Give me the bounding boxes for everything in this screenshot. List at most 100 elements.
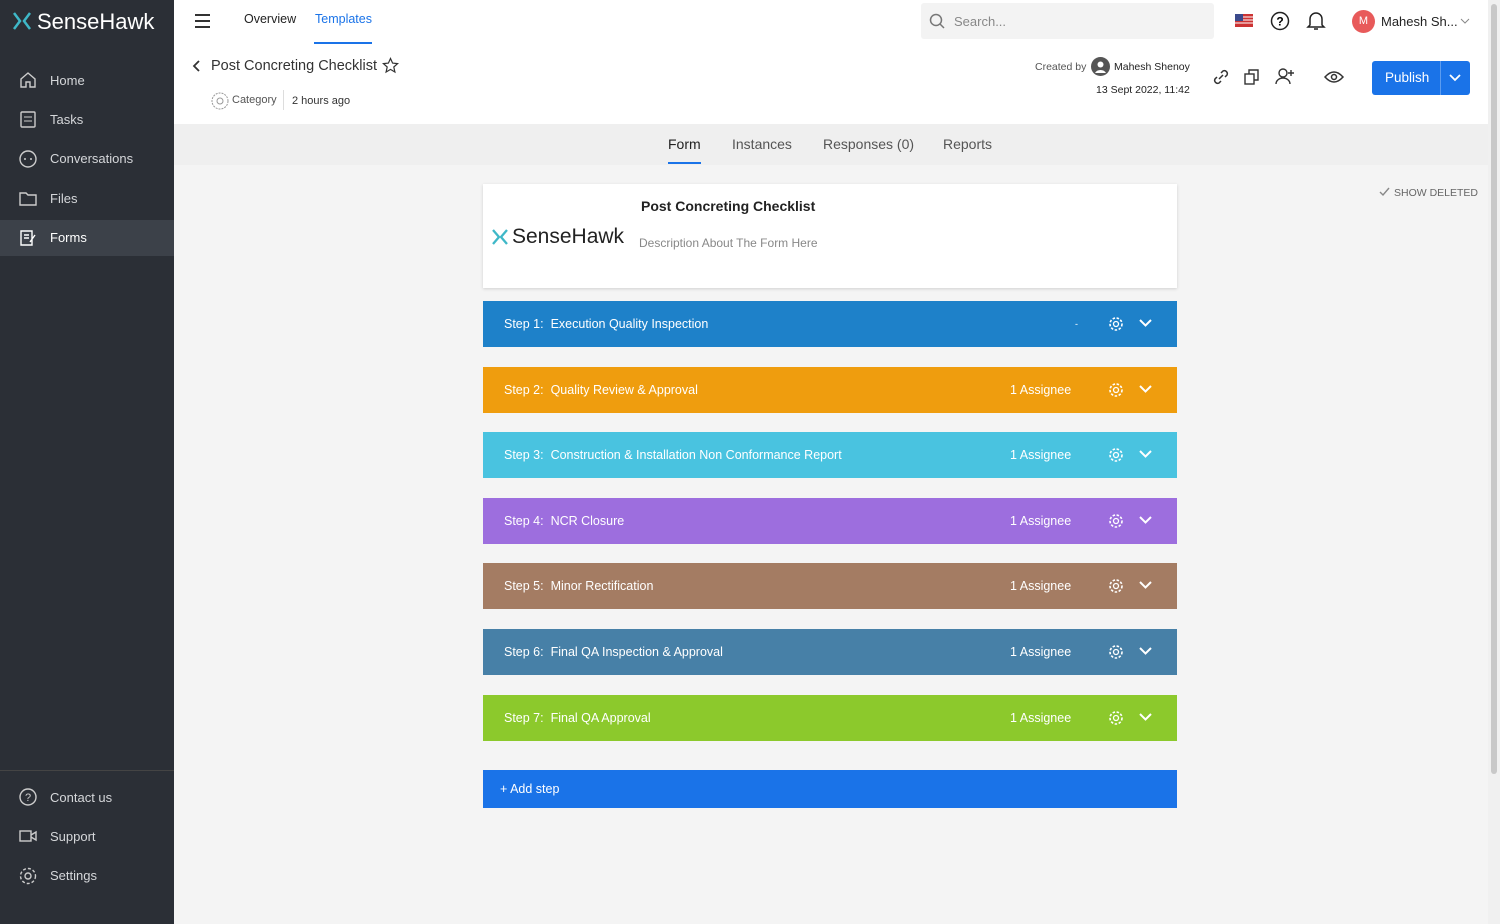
updated-time: 2 hours ago: [292, 95, 351, 107]
step-label: Step 1:: [504, 317, 544, 331]
nav-label: Forms: [50, 230, 87, 246]
step-expand-icon[interactable]: [1139, 647, 1152, 656]
step-name: Construction & Installation Non Conforma…: [550, 448, 842, 463]
tab-indicator: [314, 42, 372, 44]
nav-item[interactable]: Support: [0, 818, 174, 854]
step-assignee[interactable]: 1 Assignee: [1010, 579, 1072, 594]
nav-item[interactable]: Settings: [0, 858, 174, 894]
search-placeholder: Search...: [954, 14, 1007, 29]
step-settings-icon[interactable]: [1108, 578, 1124, 594]
form-tab[interactable]: Reports: [943, 136, 993, 152]
add-step-button[interactable]: + Add step: [483, 770, 1177, 808]
template-title: Post Concreting Checklist: [211, 58, 378, 74]
nav-label: Home: [50, 72, 85, 88]
back-icon[interactable]: [192, 59, 202, 73]
step-row[interactable]: Step 7: Final QA Approval 1 Assignee: [483, 694, 1177, 741]
form-title: Post Concreting Checklist: [641, 198, 816, 214]
form-tab[interactable]: Responses (0): [823, 136, 915, 152]
step-row[interactable]: Step 6: Final QA Inspection & Approval 1…: [483, 629, 1177, 675]
step-name: Final QA Inspection & Approval: [550, 645, 723, 659]
step-row[interactable]: Step 3: Construction & Installation Non …: [483, 432, 1177, 479]
step-title: Step 4: NCR Closure: [504, 514, 624, 528]
top-tab[interactable]: Overview: [244, 12, 297, 26]
step-assignee[interactable]: 1 Assignee: [1010, 710, 1072, 725]
step-label: Step 4:: [504, 513, 544, 528]
step-row[interactable]: Step 5: Minor Rectification 1 Assignee: [483, 563, 1177, 610]
step-label: Step 2:: [504, 382, 544, 397]
logo-icon: [13, 12, 31, 30]
svg-text:?: ?: [25, 792, 31, 804]
flag-icon[interactable]: [1235, 14, 1253, 27]
step-label: Step 7:: [504, 710, 544, 725]
form-card: SenseHawk Post Concreting Checklist Desc…: [483, 184, 1177, 288]
share-icon[interactable]: [1275, 67, 1295, 85]
nav-label: Tasks: [50, 111, 84, 127]
step-assignee[interactable]: 1 Assignee: [1010, 382, 1072, 397]
step-name: NCR Closure: [550, 513, 625, 528]
step-title: Step 5: Minor Rectification: [504, 579, 653, 593]
step-label: Step 3:: [504, 448, 544, 463]
search-box[interactable]: Search...: [921, 3, 1214, 39]
top-tab[interactable]: Templates: [315, 12, 372, 26]
step-settings-icon[interactable]: [1108, 447, 1124, 463]
tab-indicator: [668, 162, 701, 164]
step-settings-icon[interactable]: [1108, 710, 1124, 726]
form-description: Description About The Form Here: [639, 236, 818, 250]
step-settings-icon[interactable]: [1108, 513, 1124, 529]
publish-button[interactable]: Publish: [1372, 61, 1470, 95]
form-tab[interactable]: Instances: [732, 136, 792, 152]
step-name: Quality Review & Approval: [550, 382, 698, 397]
created-by: Mahesh Shenoy: [1114, 61, 1190, 73]
step-expand-icon[interactable]: [1139, 712, 1152, 722]
copy-icon[interactable]: [1244, 69, 1260, 85]
nav-item[interactable]: ? Contact us: [0, 779, 174, 815]
nav-label: Support: [50, 828, 96, 844]
step-assignee[interactable]: 1 Assignee: [1010, 448, 1072, 463]
category[interactable]: Category: [232, 94, 277, 106]
step-expand-icon[interactable]: [1139, 319, 1152, 328]
step-row[interactable]: Step 2: Quality Review & Approval 1 Assi…: [483, 366, 1177, 413]
step-settings-icon[interactable]: [1108, 316, 1124, 332]
step-assignee[interactable]: 1 Assignee: [1010, 513, 1072, 528]
form-tab[interactable]: Form: [668, 136, 701, 152]
avatar[interactable]: M: [1352, 10, 1375, 33]
step-title: Step 7: Final QA Approval: [504, 711, 651, 725]
step-expand-icon[interactable]: [1139, 384, 1152, 394]
star-icon[interactable]: [382, 57, 399, 74]
scrollbar[interactable]: [1488, 0, 1500, 924]
created-at: 13 Sept 2022, 11:42: [1096, 84, 1190, 96]
nav-item[interactable]: Conversations: [0, 141, 174, 177]
preview-icon[interactable]: [1324, 70, 1344, 84]
step-expand-icon[interactable]: [1139, 516, 1152, 525]
form-logo: SenseHawk: [512, 225, 625, 248]
nav-label: Conversations: [50, 151, 134, 167]
nav-label: Contact us: [50, 789, 113, 805]
svg-text:?: ?: [1276, 15, 1283, 29]
notification-icon[interactable]: [1306, 10, 1326, 32]
nav-item[interactable]: Tasks: [0, 101, 174, 137]
step-title: Step 3: Construction & Installation Non …: [504, 448, 842, 462]
nav-label: Settings: [50, 868, 97, 884]
step-settings-icon[interactable]: [1108, 644, 1124, 660]
step-label: Step 5:: [504, 579, 544, 594]
step-row[interactable]: Step 1: Execution Quality Inspection -: [483, 301, 1177, 347]
help-icon[interactable]: ?: [1270, 11, 1290, 31]
nav-item[interactable]: Forms: [0, 219, 174, 256]
step-assignee[interactable]: -: [1075, 319, 1078, 329]
menu-icon[interactable]: [195, 14, 211, 28]
step-title: Step 6: Final QA Inspection & Approval: [504, 645, 723, 659]
step-expand-icon[interactable]: [1139, 581, 1152, 590]
created-by-label: Created by: [1035, 61, 1087, 73]
user-name[interactable]: Mahesh Sh...: [1381, 14, 1458, 29]
top-bar: Overview Templates Search... ? M Mahesh S…: [174, 0, 1488, 44]
step-settings-icon[interactable]: [1108, 382, 1124, 398]
step-row[interactable]: Step 4: NCR Closure 1 Assignee: [483, 497, 1177, 544]
nav-item[interactable]: Home: [0, 62, 174, 98]
nav-item[interactable]: Files: [0, 180, 174, 216]
step-assignee[interactable]: 1 Assignee: [1010, 645, 1072, 659]
step-expand-icon[interactable]: [1139, 450, 1152, 459]
link-icon[interactable]: [1212, 68, 1230, 86]
publish-label: Publish: [1385, 70, 1430, 85]
show-deleted[interactable]: SHOW DELETED: [1394, 187, 1479, 199]
